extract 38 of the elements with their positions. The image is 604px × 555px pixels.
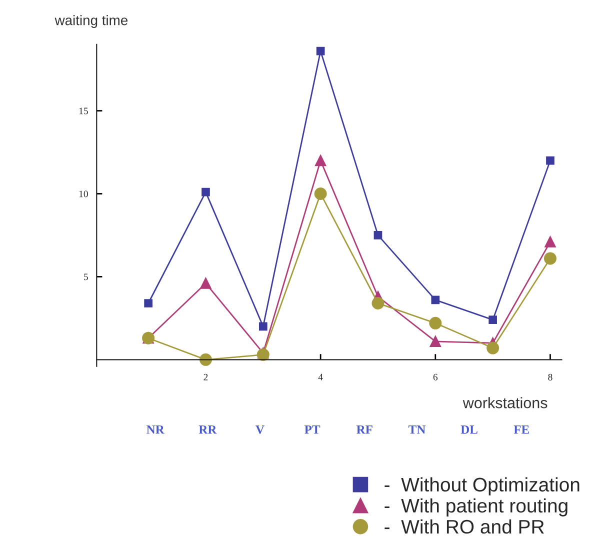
point: [200, 278, 212, 289]
text: NR: [146, 426, 164, 434]
text: FE: [514, 426, 529, 434]
x-axis-title: workstations: [462, 397, 548, 408]
point: [316, 46, 325, 56]
text: RR: [198, 426, 217, 434]
point: [202, 188, 210, 196]
point: [429, 316, 442, 330]
text: V: [256, 426, 264, 434]
point: [314, 187, 327, 200]
legend-label: - With RO and PR: [384, 519, 544, 534]
x-tick-label: 8: [548, 374, 552, 380]
y-tick-label: 10: [79, 190, 88, 198]
point: [374, 231, 382, 240]
y-axis-title: waiting time: [54, 15, 128, 28]
point: [544, 252, 556, 265]
y-tick-label: 5: [84, 274, 88, 280]
point: [546, 156, 554, 165]
point: [430, 336, 441, 347]
point: [488, 316, 497, 324]
point: [199, 353, 212, 366]
x-tick-label: 4: [318, 374, 323, 380]
text: TN: [408, 426, 426, 434]
point: [372, 296, 384, 310]
text: RF: [356, 426, 372, 434]
point: [431, 296, 440, 304]
text: DL: [460, 426, 478, 434]
y-tick-label: 15: [79, 108, 88, 114]
x-tick-label: 6: [433, 374, 438, 380]
point: [144, 299, 152, 308]
text: PT: [304, 426, 320, 434]
point: [258, 322, 268, 331]
point: [486, 342, 500, 354]
point: [544, 236, 556, 248]
x-tick-label: 2: [204, 374, 208, 380]
legend-label: - Without Optimization: [384, 477, 580, 496]
point: [315, 154, 326, 166]
legend-label: - With patient routing: [384, 498, 568, 516]
